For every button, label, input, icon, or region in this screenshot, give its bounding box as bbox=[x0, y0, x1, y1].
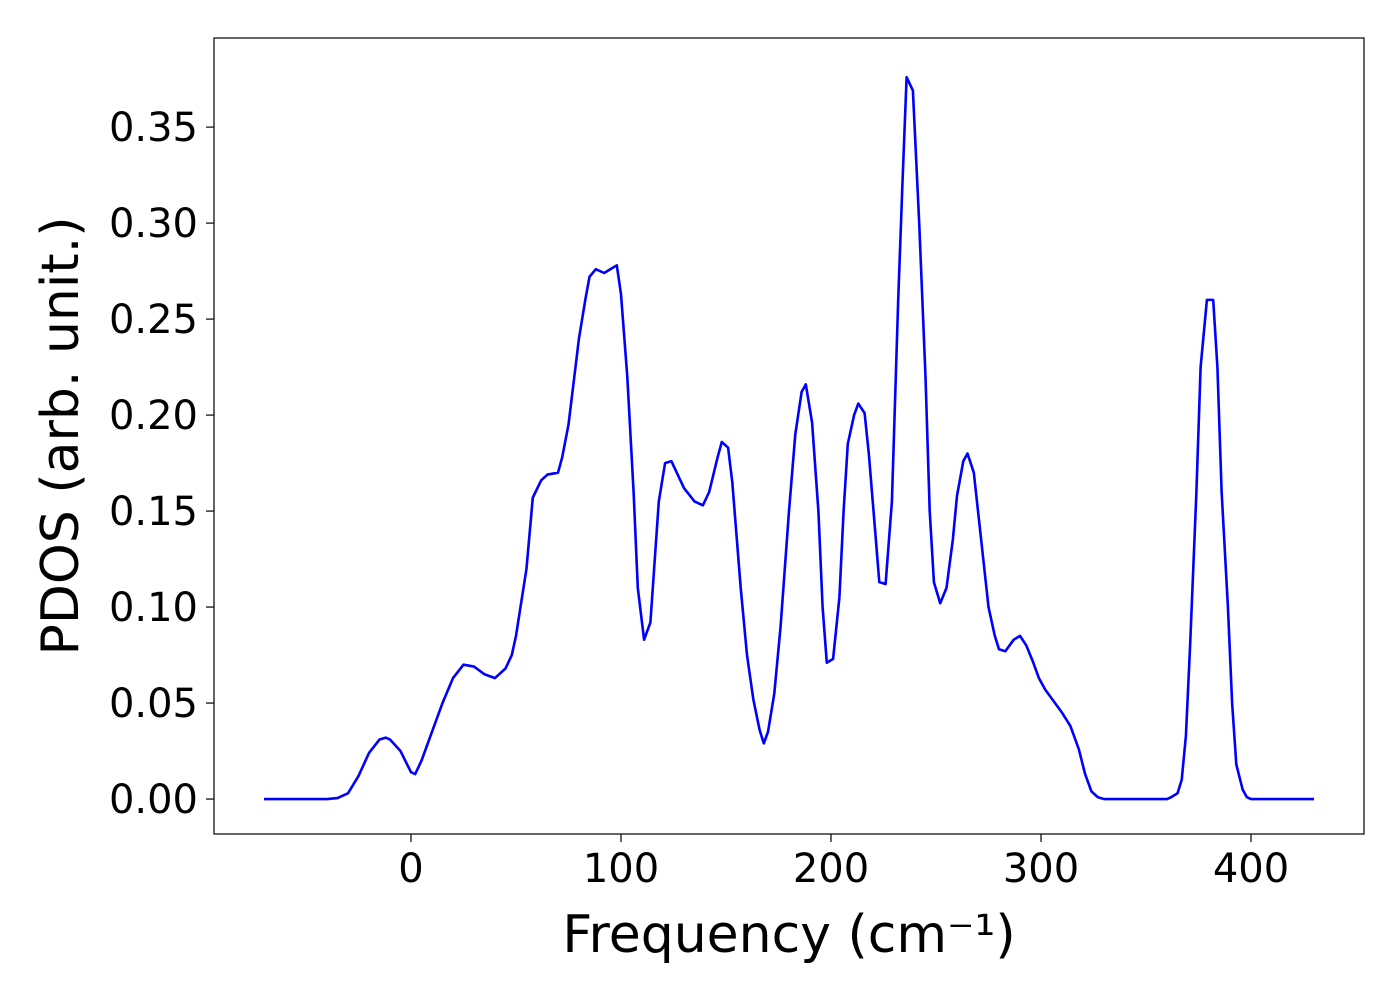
y-tick-label: 0.05 bbox=[109, 681, 198, 727]
y-tick-label: 0.15 bbox=[109, 489, 198, 535]
x-tick-label: 300 bbox=[1003, 846, 1079, 892]
y-tick-label: 0.25 bbox=[109, 297, 198, 343]
y-tick-label: 0.20 bbox=[109, 393, 198, 439]
x-tick-label: 400 bbox=[1213, 846, 1289, 892]
x-axis-label: Frequency (cm⁻¹) bbox=[562, 905, 1015, 965]
x-tick-label: 0 bbox=[398, 846, 423, 892]
x-tick-label: 200 bbox=[793, 846, 869, 892]
plot-frame bbox=[213, 37, 1365, 835]
y-tick-label: 0.10 bbox=[109, 585, 198, 631]
y-tick-label: 0.35 bbox=[109, 105, 198, 151]
x-tick-label: 100 bbox=[583, 846, 659, 892]
y-tick-label: 0.00 bbox=[109, 777, 198, 823]
data-line bbox=[263, 75, 1315, 801]
y-tick-label: 0.30 bbox=[109, 201, 198, 247]
y-axis-label: PDOS (arb. unit.) bbox=[31, 216, 91, 655]
